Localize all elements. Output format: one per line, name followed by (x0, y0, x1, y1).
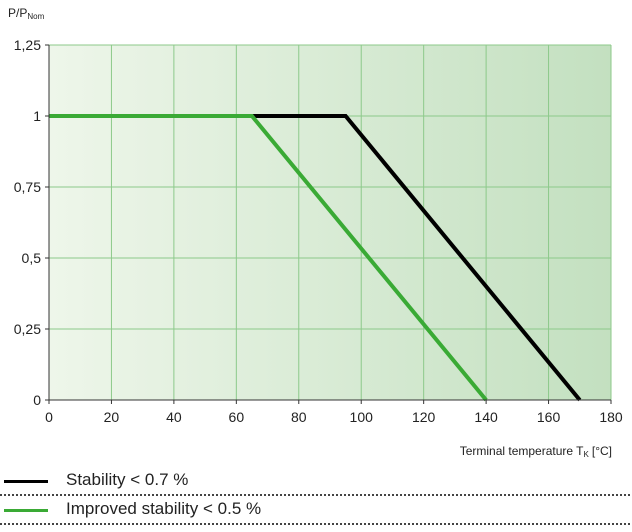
tick-labels: 0 0,25 0,5 0,75 1 1,25 0 20 40 60 80 100 120 140 160 18… (14, 37, 623, 425)
x-axis-label-main: Terminal temperature T (460, 444, 584, 458)
x-tick-label: 180 (599, 409, 623, 425)
legend-label: Stability < 0.7 % (66, 470, 189, 489)
legend-separator (0, 523, 630, 525)
legend-item: Stability < 0.7 % (0, 467, 632, 496)
y-tick-label: 0,25 (14, 321, 41, 337)
x-tick-label: 80 (291, 409, 307, 425)
y-axis-label-main: P/P (8, 6, 27, 20)
x-tick-label: 120 (412, 409, 436, 425)
series-line (49, 114, 488, 402)
x-tick-label: 40 (166, 409, 182, 425)
x-axis-label: Terminal temperature TK [°C] (460, 444, 612, 459)
x-tick-label: 100 (350, 409, 374, 425)
y-tick-label: 1 (33, 108, 41, 124)
x-tick-label: 20 (104, 409, 120, 425)
series-layer (49, 114, 582, 402)
y-tick-label: 1,25 (14, 37, 41, 53)
legend-swatch (4, 509, 48, 512)
legend: Stability < 0.7 % Improved stability < 0… (0, 467, 632, 525)
y-tick-label: 0 (33, 392, 41, 408)
legend-item: Improved stability < 0.5 % (0, 496, 632, 525)
axes (48, 45, 611, 401)
legend-label: Improved stability < 0.5 % (66, 499, 262, 518)
x-axis-label-sub: K (584, 450, 590, 459)
x-tick-label: 0 (45, 409, 53, 425)
y-tick-label: 0,75 (14, 179, 41, 195)
y-axis-label-sub: Nom (27, 12, 44, 21)
x-tick-label: 140 (474, 409, 498, 425)
legend-swatch (4, 480, 48, 483)
y-axis-label: P/PNom (8, 6, 45, 21)
x-tick-label: 60 (229, 409, 245, 425)
plot-background (49, 45, 611, 400)
legend-separator (0, 494, 630, 496)
x-axis-label-unit: [°C] (592, 444, 612, 458)
y-tick-label: 0,5 (22, 250, 42, 266)
x-tick-label: 160 (537, 409, 561, 425)
